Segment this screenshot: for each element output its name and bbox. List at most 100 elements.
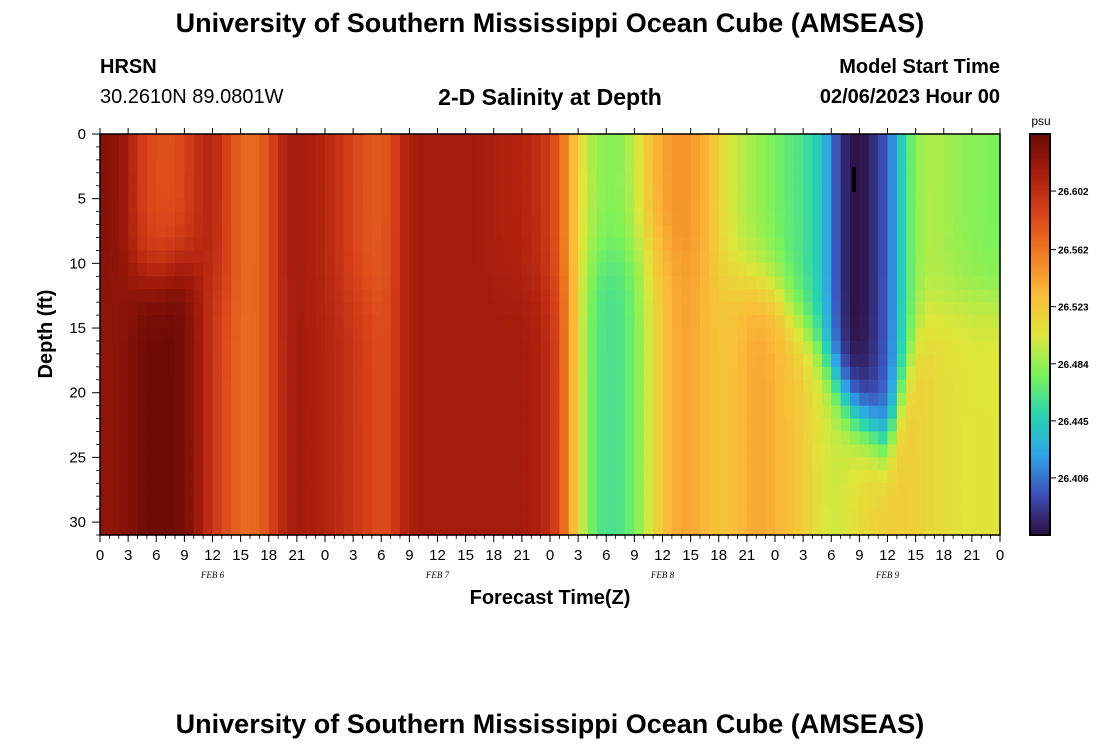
heatmap-cell	[756, 328, 767, 342]
heatmap-cell	[371, 134, 382, 148]
heatmap-cell	[137, 172, 148, 187]
heatmap-cell	[765, 276, 776, 290]
heatmap-cell	[362, 392, 373, 407]
heatmap-cell	[287, 470, 298, 484]
heatmap-cell	[681, 250, 692, 264]
heatmap-cell	[325, 198, 335, 213]
heatmap-cell	[915, 276, 926, 290]
heatmap-cell	[128, 457, 139, 471]
heatmap-cell	[118, 134, 129, 148]
heatmap-cell	[971, 509, 982, 523]
heatmap-cell	[728, 211, 739, 226]
heatmap-cell	[690, 185, 701, 200]
heatmap-cell	[653, 444, 664, 458]
heatmap-cell	[203, 185, 214, 200]
heatmap-cell	[756, 159, 767, 174]
heatmap-cell	[737, 224, 748, 239]
heatmap-cell	[334, 483, 345, 497]
heatmap-cell	[634, 470, 645, 484]
heatmap-cell	[878, 470, 889, 484]
heatmap-cell	[990, 496, 1001, 510]
heatmap-cell	[221, 263, 232, 277]
heatmap-cell	[343, 185, 354, 200]
heatmap-cell	[418, 250, 429, 264]
heatmap-cell	[146, 431, 157, 446]
heatmap-cell	[606, 431, 617, 446]
heatmap-cell	[493, 250, 504, 264]
heatmap-cell	[240, 250, 251, 264]
heatmap-cell	[456, 159, 467, 174]
heatmap-cell	[268, 289, 279, 303]
heatmap-cell	[512, 302, 523, 316]
heatmap-cell	[587, 172, 598, 187]
heatmap-cell	[315, 302, 326, 316]
heatmap-cell	[568, 289, 579, 303]
heatmap-cell	[812, 224, 823, 239]
heatmap-cell	[400, 353, 410, 368]
heatmap-cell	[878, 276, 889, 290]
heatmap-cell	[446, 276, 457, 290]
heatmap-cell	[812, 366, 823, 381]
heatmap-cell	[934, 392, 945, 407]
heatmap-cell	[578, 276, 589, 290]
heatmap-cell	[971, 289, 982, 303]
heatmap-cell	[540, 185, 551, 200]
heatmap-cell	[662, 379, 673, 394]
heatmap-cell	[503, 522, 514, 536]
heatmap-cell	[728, 198, 739, 213]
heatmap-cell	[803, 185, 814, 200]
heatmap-cell	[587, 509, 598, 523]
heatmap-cell	[953, 315, 964, 329]
heatmap-cell	[446, 418, 457, 433]
heatmap-cell	[400, 250, 410, 264]
heatmap-cell	[418, 276, 429, 290]
heatmap-cell	[287, 328, 298, 342]
heatmap-cell	[146, 457, 157, 471]
x-tick-label: 12	[654, 547, 671, 564]
heatmap-cell	[184, 431, 195, 446]
heatmap-cell	[456, 496, 467, 510]
heatmap-cell	[287, 392, 298, 407]
heatmap-cell	[784, 379, 795, 394]
heatmap-cell	[934, 185, 945, 200]
heatmap-cell	[887, 340, 898, 355]
heatmap-cell	[700, 237, 710, 252]
heatmap-cell	[428, 315, 439, 329]
heatmap-cell	[484, 134, 495, 148]
heatmap-cell	[212, 263, 223, 277]
heatmap-cell	[934, 509, 945, 523]
heatmap-cell	[896, 302, 907, 316]
heatmap-cell	[550, 392, 560, 407]
heatmap-cell	[784, 159, 795, 174]
heatmap-cell	[831, 315, 842, 329]
heatmap-cell	[175, 263, 185, 277]
heatmap-cell	[465, 172, 476, 187]
heatmap-cell	[578, 379, 589, 394]
heatmap-cell	[643, 224, 654, 239]
heatmap-cell	[418, 496, 429, 510]
heatmap-cell	[184, 392, 195, 407]
heatmap-cell	[718, 172, 729, 187]
heatmap-cell	[446, 159, 457, 174]
heatmap-cell	[690, 340, 701, 355]
heatmap-cell	[381, 496, 392, 510]
heatmap-cell	[625, 185, 635, 200]
heatmap-cell	[437, 146, 448, 161]
heatmap-cell	[446, 328, 457, 342]
heatmap-cell	[165, 431, 176, 446]
heatmap-cell	[896, 353, 907, 368]
heatmap-cell	[568, 250, 579, 264]
heatmap-cell	[456, 379, 467, 394]
heatmap-cell	[878, 353, 889, 368]
heatmap-cell	[728, 470, 739, 484]
heatmap-cell	[981, 470, 992, 484]
heatmap-cell	[343, 457, 354, 471]
heatmap-cell	[493, 315, 504, 329]
heatmap-cell	[859, 198, 870, 213]
heatmap-cell	[728, 379, 739, 394]
heatmap-cell	[278, 340, 289, 355]
heatmap-cell	[296, 470, 307, 484]
heatmap-cell	[456, 185, 467, 200]
heatmap-cell	[896, 198, 907, 213]
heatmap-cell	[868, 522, 879, 536]
